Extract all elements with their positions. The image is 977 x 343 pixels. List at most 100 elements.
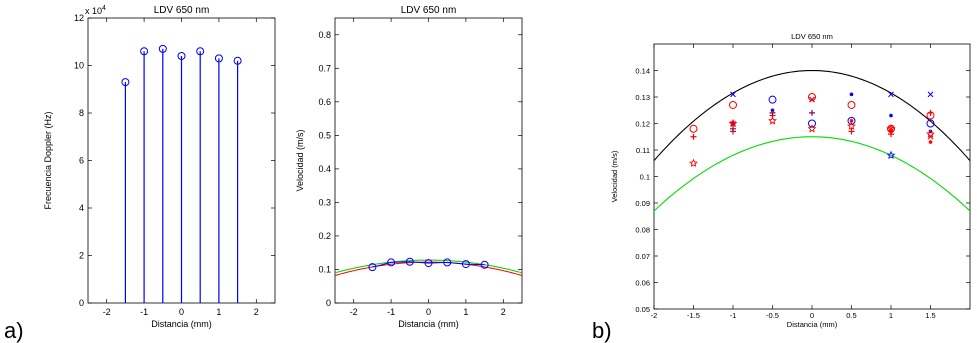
chart2-x-ticks: -2 -1 0 1 2 xyxy=(350,18,506,317)
x-tick-label: 2 xyxy=(254,307,259,317)
y-tick-label: 0.08 xyxy=(635,226,650,235)
chart-velocity-scatter: LDV 650 nm Distancia (mm) Velocidad (m/s… xyxy=(610,32,971,329)
chart3-y-ticks: 0.05 0.06 0.07 0.08 0.09 0.1 0.11 0.12 0.13 0.14 xyxy=(635,67,970,314)
y-tick-label: 6 xyxy=(79,156,84,166)
data-point xyxy=(443,258,452,267)
x-tick-label: -0.5 xyxy=(766,311,779,320)
fit-curve xyxy=(654,136,970,212)
data-point xyxy=(690,133,697,140)
chart1-x-ticks: -2 -1 0 1 2 xyxy=(103,18,259,317)
data-point xyxy=(387,258,396,267)
chart2-frame xyxy=(334,17,523,304)
data-point xyxy=(889,113,893,118)
chart1-exponent-power: 4 xyxy=(102,5,106,12)
chart1-xlabel: Distancia (mm) xyxy=(151,319,212,329)
chart3-ylabel: Velocidad (m/s) xyxy=(610,150,619,202)
data-point xyxy=(927,109,934,116)
x-tick-label: -2 xyxy=(350,307,358,317)
chart2-ylabel: Velocidad (m/s) xyxy=(295,129,305,191)
x-tick-label: -1.5 xyxy=(687,311,700,320)
y-tick-label: 0.8 xyxy=(318,30,331,40)
y-tick-label: 0.4 xyxy=(318,164,331,174)
data-point xyxy=(847,121,856,130)
y-tick-label: 10 xyxy=(74,61,84,71)
data-point xyxy=(847,116,856,125)
y-tick-label: 0.14 xyxy=(635,67,650,76)
chart3-x-ticks: -2 -1.5 -1 -0.5 0 0.5 1 1.5 xyxy=(651,44,936,320)
x-tick-label: -2 xyxy=(651,311,658,320)
data-point xyxy=(730,120,736,127)
chart3-marks xyxy=(654,69,970,212)
data-point xyxy=(927,133,934,140)
data-point xyxy=(729,100,737,109)
x-tick-label: 0 xyxy=(179,307,184,317)
y-tick-label: 0.1 xyxy=(318,264,331,274)
y-tick-label: 0.5 xyxy=(318,130,331,140)
chart1-y-exponent: x 104 xyxy=(85,5,106,16)
y-tick-label: 0.06 xyxy=(635,279,650,288)
y-tick-label: 2 xyxy=(79,251,84,261)
data-point xyxy=(121,78,130,87)
fit-curve xyxy=(334,261,523,276)
data-point xyxy=(196,47,205,56)
data-point xyxy=(689,124,698,133)
x-tick-label: -1 xyxy=(387,307,395,317)
x-tick-label: 0 xyxy=(426,307,431,317)
data-point xyxy=(480,260,489,269)
data-point xyxy=(728,118,738,128)
data-point xyxy=(926,119,935,128)
data-point xyxy=(807,124,817,133)
data-point xyxy=(214,54,223,63)
x-tick-label: 0.5 xyxy=(846,311,856,320)
data-point xyxy=(886,150,896,160)
chart3-title: LDV 650 nm xyxy=(791,32,833,41)
chart1-title: LDV 650 nm xyxy=(154,5,210,16)
data-point xyxy=(847,100,856,109)
x-tick-label: 2 xyxy=(501,307,506,317)
data-point xyxy=(140,47,149,56)
data-point xyxy=(177,52,186,60)
chart3-xlabel: Distancia (mm) xyxy=(787,320,838,329)
data-point xyxy=(158,44,167,53)
panel-label-a: a) xyxy=(4,318,24,343)
y-tick-label: 0.7 xyxy=(318,63,331,73)
y-tick-label: 0 xyxy=(79,298,84,308)
y-tick-label: 0.07 xyxy=(635,252,650,261)
data-line xyxy=(372,261,485,268)
data-point xyxy=(730,125,736,132)
data-point xyxy=(689,158,698,168)
data-point xyxy=(849,119,854,123)
data-point xyxy=(849,92,854,97)
data-point xyxy=(769,109,776,116)
chart1-y-ticks: 0 2 4 6 8 10 12 xyxy=(74,13,275,308)
y-tick-label: 0.13 xyxy=(635,93,650,102)
data-point xyxy=(808,93,816,101)
x-tick-label: 0 xyxy=(810,311,814,320)
data-point xyxy=(768,116,777,125)
chart2-title: LDV 650 nm xyxy=(401,5,457,16)
fit-curve xyxy=(654,69,970,162)
x-tick-label: 1 xyxy=(216,307,221,317)
y-tick-label: 0.11 xyxy=(636,146,650,155)
data-point xyxy=(928,140,933,144)
y-tick-label: 0.6 xyxy=(318,97,331,107)
y-tick-label: 0.3 xyxy=(318,197,331,207)
y-tick-label: 0.2 xyxy=(318,231,331,241)
x-tick-label: 1.5 xyxy=(925,311,935,320)
x-tick-label: 1 xyxy=(889,311,893,320)
chart1-exponent-base: x 10 xyxy=(85,6,102,16)
x-tick-label: -1 xyxy=(730,311,737,320)
chart1-ylabel: Frecuencia Doppler (Hz) xyxy=(43,111,53,209)
data-point xyxy=(926,129,935,138)
data-point xyxy=(461,260,470,269)
chart2-marks xyxy=(334,257,523,276)
x-tick-label: 1 xyxy=(463,307,468,317)
data-point xyxy=(809,109,815,116)
data-point xyxy=(405,257,414,266)
y-tick-label: 0 xyxy=(326,298,331,308)
data-point xyxy=(424,259,433,268)
chart3-frame xyxy=(653,43,971,310)
y-tick-label: 12 xyxy=(74,13,84,23)
chart1-marks xyxy=(121,44,242,303)
